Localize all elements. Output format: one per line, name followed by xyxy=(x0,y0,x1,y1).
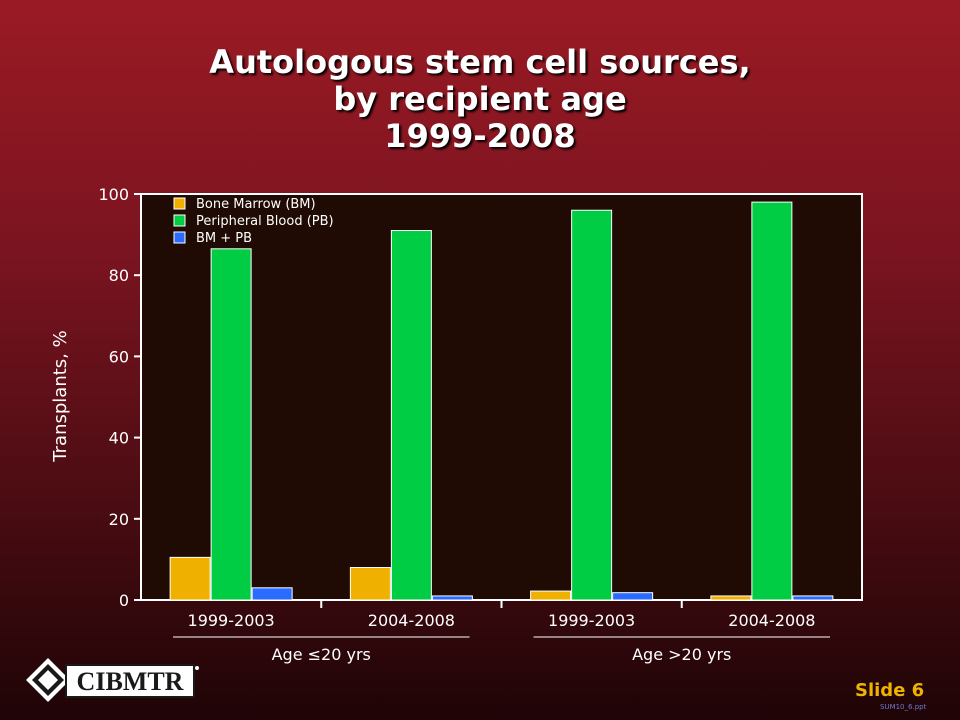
title-line-2: by recipient age xyxy=(333,80,627,118)
legend-label: BM + PB xyxy=(196,231,252,246)
plot-area xyxy=(140,193,863,601)
bar xyxy=(390,230,432,601)
bar xyxy=(530,590,572,601)
logo-text: CIBMTR xyxy=(77,667,184,696)
title-line-1: Autologous stem cell sources, xyxy=(209,43,751,81)
legend-label: Bone Marrow (BM) xyxy=(196,197,316,212)
legend-swatch xyxy=(173,214,186,227)
cibmtr-diamond-icon xyxy=(26,658,70,702)
bar xyxy=(431,595,473,601)
y-axis-label: Transplants, % xyxy=(50,330,71,462)
y-tick-label: 60 xyxy=(109,347,129,366)
chart-title: Autologous stem cell sources, by recipie… xyxy=(0,44,960,155)
y-tick-label: 100 xyxy=(98,185,129,204)
legend-label: Peripheral Blood (PB) xyxy=(196,214,334,229)
y-tick-label: 20 xyxy=(109,510,129,529)
y-tick-label: 80 xyxy=(109,266,129,285)
bar xyxy=(349,567,391,601)
cibmtr-logo: CIBMTR xyxy=(26,658,199,702)
bar xyxy=(751,201,793,601)
group-label: Age ≤20 yrs xyxy=(272,645,371,664)
title-line-3: 1999-2008 xyxy=(384,117,576,155)
slide-id: SUM10_6.ppt xyxy=(880,703,927,711)
bar xyxy=(169,556,211,601)
bar xyxy=(710,595,752,601)
group-label: Age >20 yrs xyxy=(632,645,731,664)
x-tick-label: 1999-2003 xyxy=(548,611,635,630)
bar xyxy=(210,248,252,601)
x-tick-label: 2004-2008 xyxy=(368,611,455,630)
bar xyxy=(792,595,834,601)
legend-swatch xyxy=(173,197,186,210)
slide-number: Slide 6 xyxy=(855,680,925,701)
x-tick-label: 1999-2003 xyxy=(188,611,275,630)
x-tick-label: 2004-2008 xyxy=(728,611,815,630)
y-tick-label: 40 xyxy=(109,429,129,448)
bar xyxy=(251,587,293,601)
bar xyxy=(571,209,613,601)
bar xyxy=(612,592,654,601)
y-tick-label: 0 xyxy=(119,591,129,610)
legend-swatch xyxy=(173,231,186,244)
